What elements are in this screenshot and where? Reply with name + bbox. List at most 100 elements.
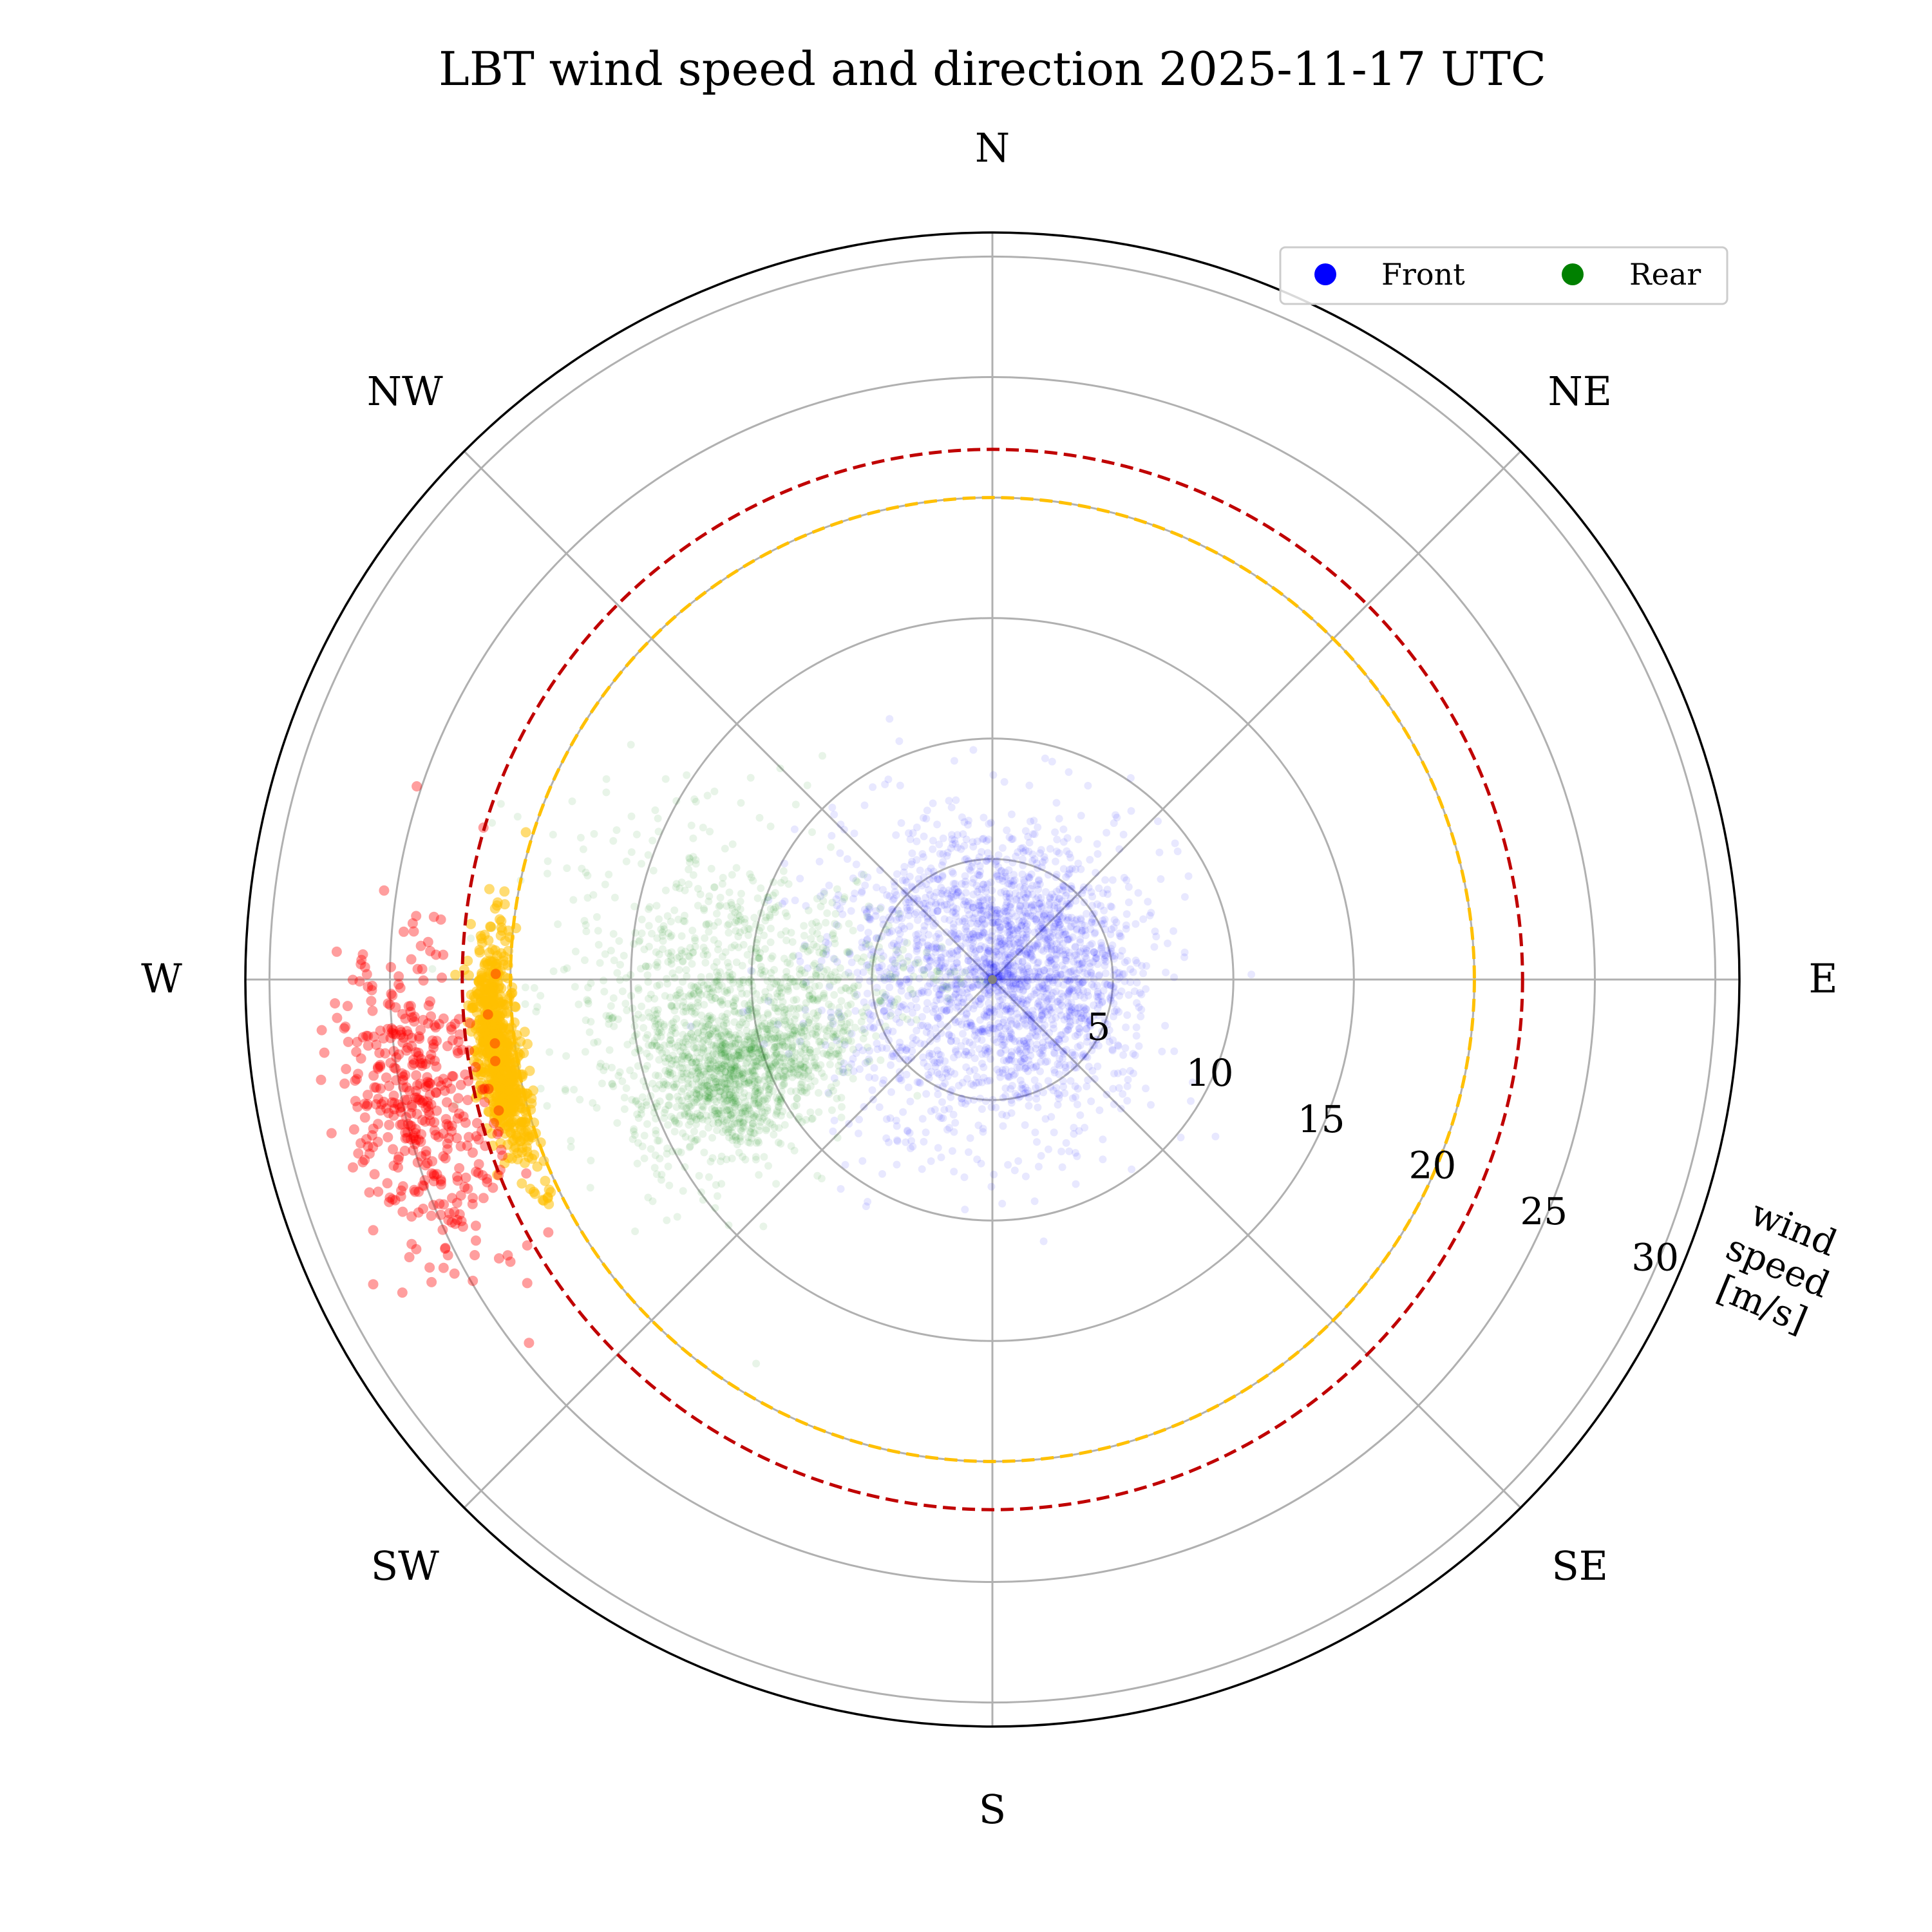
data-point (1021, 1089, 1030, 1097)
data-point (652, 1126, 660, 1135)
data-point (741, 1037, 749, 1046)
data-point (947, 954, 956, 963)
data-point (1040, 966, 1048, 974)
data-point (488, 819, 497, 827)
data-point (929, 974, 938, 982)
data-point (1032, 975, 1041, 983)
data-point (1023, 949, 1032, 957)
data-point (1095, 971, 1104, 979)
data-point (1065, 850, 1074, 858)
data-point (1025, 967, 1034, 976)
data-point (1038, 924, 1046, 933)
data-point (844, 949, 852, 956)
data-point (1043, 990, 1051, 998)
data-point (674, 1148, 683, 1156)
data-point (596, 1063, 604, 1071)
data-point (713, 909, 721, 918)
data-point (1024, 996, 1032, 1003)
data-point (883, 1029, 891, 1037)
data-point (961, 1100, 969, 1108)
data-point (962, 1063, 971, 1072)
data-point (681, 1163, 689, 1171)
data-point (974, 870, 982, 878)
data-point (752, 1155, 760, 1164)
data-point (1001, 868, 1009, 876)
data-point (1023, 930, 1031, 938)
data-point (736, 897, 744, 905)
data-point (1032, 917, 1041, 925)
data-point (1101, 951, 1110, 960)
data-point (952, 886, 961, 894)
data-point (1095, 1000, 1104, 1009)
data-point (932, 900, 940, 909)
data-point (536, 992, 545, 1000)
data-point (1123, 1011, 1132, 1019)
data-point (1023, 974, 1032, 982)
data-point (1053, 940, 1061, 948)
data-point (1100, 920, 1108, 928)
data-point (1041, 1115, 1050, 1123)
data-point (1047, 955, 1056, 963)
data-point (1059, 951, 1068, 959)
data-point (847, 907, 855, 915)
data-point (1004, 991, 1012, 999)
data-point (1022, 925, 1030, 934)
data-point (927, 864, 935, 873)
data-point (948, 867, 956, 876)
data-point (1046, 893, 1054, 902)
grid-circle-30 (268, 255, 1717, 1704)
data-point (601, 880, 609, 889)
data-point (1025, 940, 1034, 948)
data-point (931, 1063, 940, 1071)
data-point (1061, 975, 1069, 983)
data-point (987, 878, 995, 887)
data-point (775, 1019, 783, 1027)
data-point (1065, 935, 1074, 943)
data-point (732, 1092, 741, 1100)
data-point (743, 1053, 752, 1061)
data-point (789, 1064, 797, 1072)
data-point (907, 882, 916, 891)
data-point (1055, 815, 1063, 823)
data-point (997, 972, 1005, 980)
data-point (644, 978, 652, 986)
data-point (618, 987, 627, 996)
data-point (826, 1060, 834, 1068)
data-point (747, 873, 755, 882)
data-point (1018, 922, 1026, 930)
polar-grid (245, 232, 1739, 1727)
data-point (934, 1050, 943, 1059)
data-point (860, 953, 868, 961)
data-point (1074, 891, 1082, 899)
data-point (776, 764, 784, 773)
data-point (587, 1018, 595, 1026)
data-point (1050, 1025, 1057, 1032)
data-point (1012, 852, 1020, 860)
data-point (1059, 981, 1068, 989)
data-point (951, 840, 960, 848)
data-point (860, 801, 869, 810)
data-point (645, 905, 652, 913)
data-point (1044, 978, 1052, 987)
data-point (967, 1021, 974, 1030)
data-point (1034, 1003, 1042, 1011)
data-point (897, 981, 905, 990)
data-point (938, 1098, 946, 1106)
data-point (983, 1077, 992, 1085)
data-point (658, 945, 667, 953)
data-point (985, 936, 994, 945)
data-point (925, 876, 934, 884)
data-point (982, 958, 990, 967)
data-point (1049, 973, 1057, 981)
data-point (945, 916, 954, 924)
data-point (802, 942, 810, 951)
data-point (927, 953, 936, 961)
data-point (807, 934, 815, 943)
data-point (1045, 914, 1054, 922)
data-point (1121, 958, 1129, 967)
data-point (985, 947, 994, 956)
data-point (920, 1040, 929, 1048)
data-point (952, 959, 961, 967)
data-point (1147, 909, 1155, 917)
